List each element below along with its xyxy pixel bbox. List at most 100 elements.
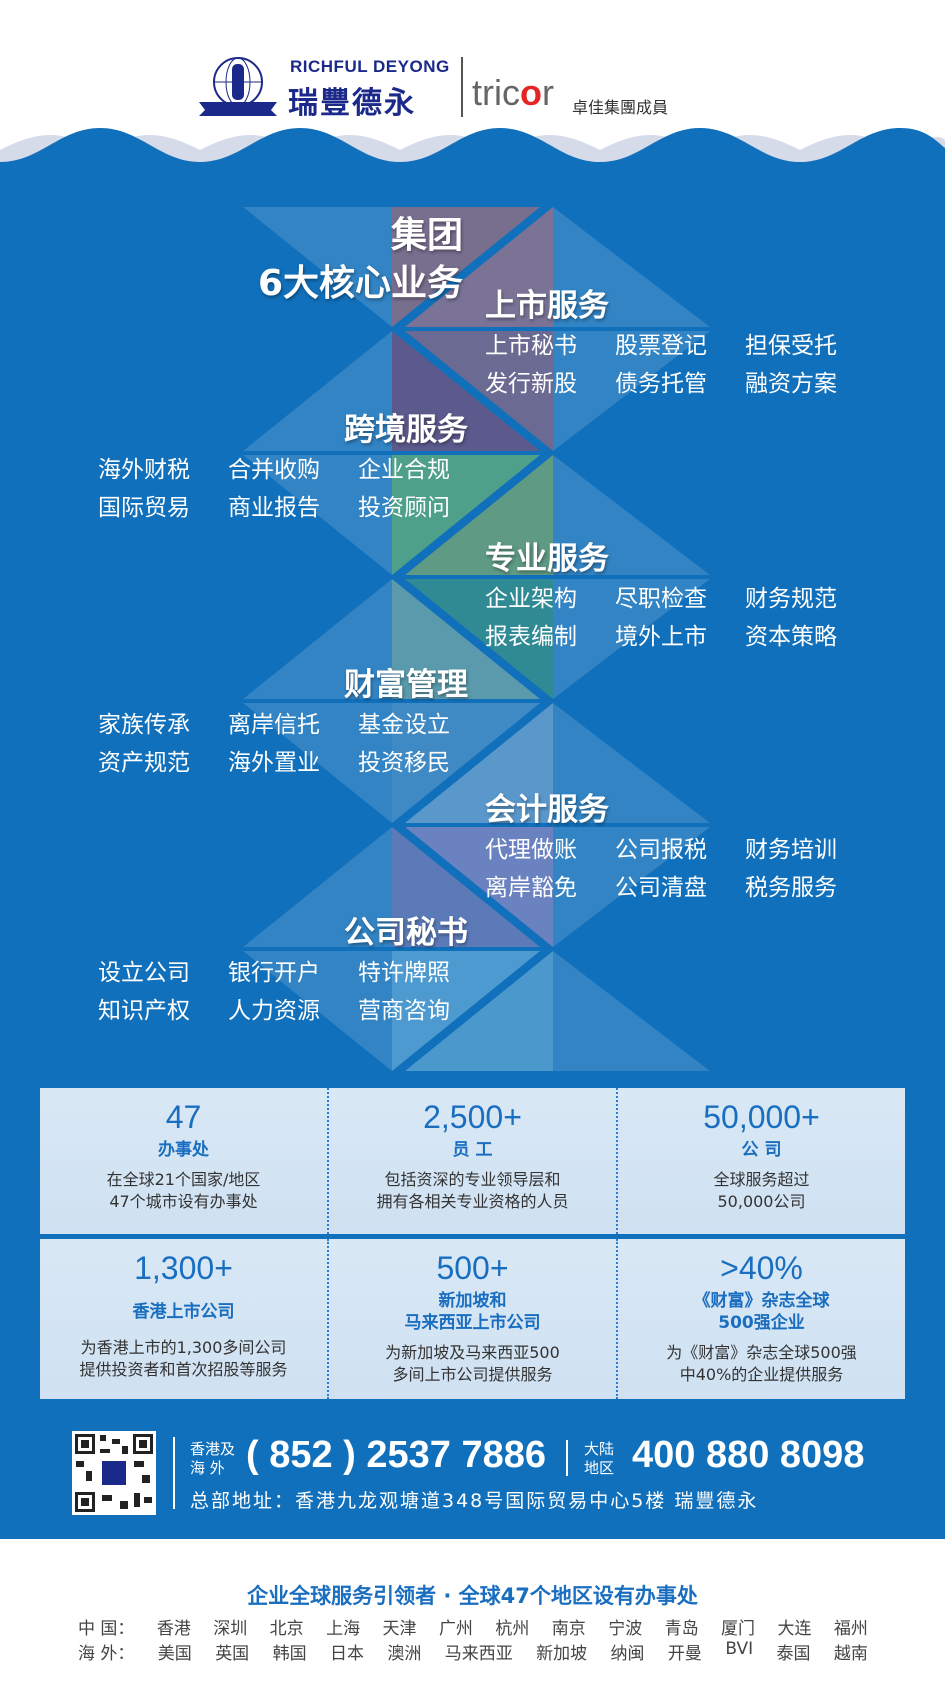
service-heading: 上市服务 [485, 288, 609, 324]
service-items: 企业架构 尽职检查 财务规范 报表编制 境外上市 资本策略 [485, 580, 875, 656]
triangle-shape [392, 331, 540, 451]
office-location: 马来西亚 [444, 1644, 513, 1664]
office-location: 深圳 [213, 1619, 248, 1639]
triangle-shape [405, 455, 553, 575]
office-location: 青岛 [664, 1619, 699, 1639]
service-item: 债务托管 [615, 371, 707, 397]
office-location: 英国 [215, 1644, 250, 1664]
contact-divider [173, 1437, 175, 1509]
service-items: 上市秘书 股票登记 担保受托 发行新股 债务托管 融资方案 [485, 327, 875, 403]
triangle-shape [553, 579, 710, 699]
triangle-shape [405, 207, 553, 327]
hk-label: 香港及海 外 [190, 1440, 236, 1477]
office-location: 澳洲 [387, 1644, 422, 1664]
service-item: 财务规范 [745, 586, 837, 612]
office-location: 上海 [326, 1619, 361, 1639]
office-location: 越南 [833, 1644, 868, 1664]
office-location: 广州 [438, 1619, 473, 1639]
triangle-shape [243, 703, 392, 823]
logo-divider [461, 57, 463, 117]
office-location: 宁波 [608, 1619, 643, 1639]
stat-sg-my-listed: 500+ 新加坡和 马来西亚上市公司 为新加坡及马来西亚500 多间上市公司提供服务 [329, 1239, 618, 1399]
triangle-shape [405, 703, 553, 823]
mainland-phone[interactable]: 400 880 8098 [632, 1434, 865, 1476]
stats-row-2: 1,300+ 香港上市公司 为香港上市的1,300多间公司 提供投资者和首次招股等服务… [40, 1239, 905, 1399]
service-item: 设立公司 [98, 960, 190, 986]
triangle-shape [392, 827, 540, 947]
section-title: 集团 6大核心业务 [257, 215, 463, 304]
triangle-shape [553, 455, 710, 575]
richful-deyong-emblem [199, 57, 277, 116]
service-item: 代理做账 [485, 837, 577, 863]
stat-fortune-500: >40% 《财富》杂志全球 500强企业 为《财富》杂志全球500强 中40%的企业提供… [666, 1250, 857, 1384]
brand-name-en: RICHFUL DEYONG [290, 57, 450, 76]
service-item: 家族传承 [98, 712, 190, 738]
service-item: 营商咨询 [358, 998, 450, 1024]
service-item: 境外上市 [615, 624, 707, 650]
wave-decoration [0, 128, 945, 170]
triangle-shape [243, 207, 392, 327]
office-location: 新加坡 [536, 1644, 588, 1664]
hk-phone[interactable]: ( 852 ) 2537 7886 [246, 1434, 547, 1476]
office-location: 开曼 [667, 1644, 702, 1664]
stat-staff: 2,500+ 员 工包括资深的专业领导层和 拥有各相关专业资格的人员 [329, 1088, 618, 1234]
service-item: 海外置业 [228, 750, 320, 776]
service-item: 融资方案 [745, 371, 837, 397]
office-location: 香港 [156, 1619, 191, 1639]
service-item: 资产规范 [98, 750, 190, 776]
office-location: 泰国 [776, 1644, 811, 1664]
triangle-shape [405, 579, 553, 699]
stat-hk-listed: 1,300+ 香港上市公司 为香港上市的1,300多间公司 提供投资者和首次招股等服务 [40, 1239, 329, 1399]
triangle-decoration [243, 207, 710, 1071]
office-location: 福州 [833, 1619, 868, 1639]
service-item: 商业报告 [228, 495, 320, 521]
stat-companies: 50,000+ 公 司全球服务超过 50,000公司 [703, 1099, 820, 1211]
triangle-shape [243, 579, 392, 699]
service-heading: 财富管理 [344, 667, 468, 703]
service-item: 公司报税 [615, 837, 707, 863]
service-items: 家族传承 离岸信托 基金设立 资产规范 海外置业 投资移民 [98, 706, 488, 782]
service-item: 基金设立 [358, 712, 450, 738]
service-item: 特许牌照 [358, 960, 450, 986]
triangle-shape [405, 331, 553, 451]
service-item: 人力资源 [228, 998, 320, 1024]
service-item: 发行新股 [485, 371, 577, 397]
triangle-shape [392, 455, 540, 575]
tricor-member-text: 卓佳集團成員 [572, 98, 669, 117]
phone-divider [566, 1440, 568, 1476]
qr-code[interactable] [72, 1431, 156, 1515]
service-item: 税务服务 [745, 875, 837, 901]
service-item: 公司清盘 [615, 875, 707, 901]
triangle-shape [392, 207, 540, 327]
service-item: 知识产权 [98, 998, 190, 1024]
service-item: 企业架构 [485, 586, 577, 612]
service-item: 海外财税 [98, 457, 190, 483]
triangle-shape [405, 827, 553, 947]
service-heading: 专业服务 [485, 541, 609, 577]
triangle-shape [392, 951, 540, 1071]
triangle-shape [243, 827, 392, 947]
triangle-shape [553, 331, 710, 451]
service-heading: 会计服务 [485, 792, 609, 828]
service-item: 上市秘书 [485, 333, 577, 359]
footer-title: 企业全球服务引领者 · 全球47个地区设有办事处 [247, 1584, 698, 1608]
office-location: 韩国 [272, 1644, 307, 1664]
office-location: 厦门 [721, 1619, 756, 1639]
triangle-shape [553, 703, 710, 823]
service-heading: 公司秘书 [344, 915, 468, 951]
triangle-shape [392, 703, 540, 823]
service-item: 投资顾问 [358, 495, 450, 521]
office-location: 美国 [157, 1644, 192, 1664]
brand-name-cn: 瑞豐德永 [288, 86, 416, 121]
triangle-shape [243, 951, 392, 1071]
mainland-label: 大陆 地区 [584, 1440, 615, 1477]
office-location: 杭州 [495, 1619, 530, 1639]
triangle-shape [553, 827, 710, 947]
service-item: 合并收购 [228, 457, 320, 483]
service-items: 设立公司 银行开户 特许牌照 知识产权 人力资源 营商咨询 [98, 954, 488, 1030]
service-item: 尽职检查 [615, 586, 707, 612]
service-items: 代理做账 公司报税 财务培训 离岸豁免 公司清盘 税务服务 [485, 831, 875, 907]
service-item: 国际贸易 [98, 495, 190, 521]
office-location: 日本 [329, 1644, 364, 1664]
service-item: 财务培训 [745, 837, 837, 863]
